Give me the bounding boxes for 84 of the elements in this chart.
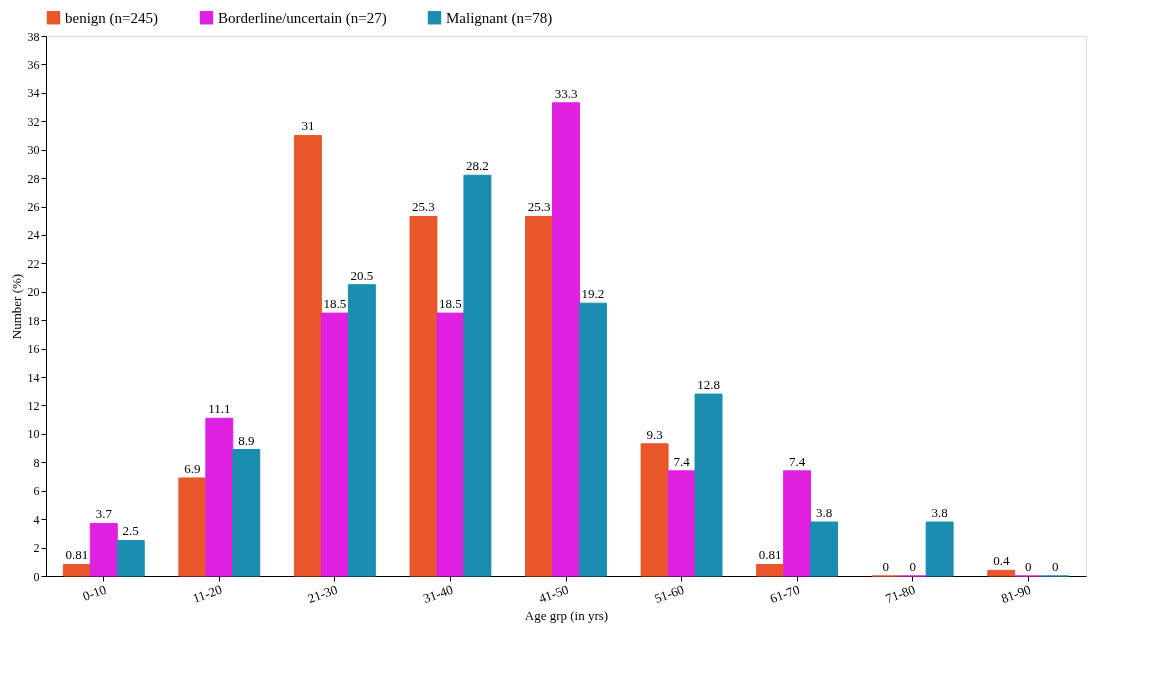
x-tick-label: 11-20 bbox=[190, 581, 224, 606]
y-tick-label: 0 bbox=[33, 569, 40, 584]
y-tick-label: 10 bbox=[27, 427, 40, 442]
y-tick-label: 16 bbox=[27, 342, 40, 357]
y-tick-label: 24 bbox=[27, 228, 40, 243]
y-tick-label: 38 bbox=[27, 29, 40, 44]
y-tick-label: 8 bbox=[33, 455, 40, 470]
bar bbox=[463, 174, 492, 577]
data-label: 0.4 bbox=[993, 553, 1010, 569]
bar bbox=[925, 521, 954, 577]
data-label: 6.9 bbox=[184, 460, 201, 476]
y-tick-label: 28 bbox=[27, 171, 40, 186]
bar bbox=[347, 284, 376, 577]
data-label: 3.7 bbox=[95, 506, 113, 522]
bar bbox=[552, 102, 580, 577]
y-tick-label: 22 bbox=[27, 256, 40, 271]
bar bbox=[694, 393, 723, 577]
y-tick-label: 14 bbox=[27, 370, 40, 385]
data-label: 3.8 bbox=[815, 505, 833, 520]
data-label: 12.8 bbox=[697, 377, 720, 393]
data-label: 0.81 bbox=[65, 547, 89, 563]
y-tick-label: 30 bbox=[27, 143, 40, 158]
y-tick-label: 6 bbox=[33, 484, 40, 499]
data-label: 25.3 bbox=[527, 199, 551, 215]
y-tick-label: 12 bbox=[27, 398, 40, 413]
data-label: 0 bbox=[1024, 559, 1032, 574]
x-axis-title: Age grp (in yrs) bbox=[524, 608, 609, 624]
bar bbox=[525, 215, 554, 577]
bar bbox=[178, 477, 207, 577]
y-tick-label: 36 bbox=[27, 57, 40, 72]
bar bbox=[409, 215, 438, 577]
x-tick-label: 51-60 bbox=[652, 581, 686, 607]
data-label: 0.81 bbox=[758, 547, 782, 563]
bar bbox=[205, 417, 234, 577]
data-label: 0 bbox=[909, 559, 916, 574]
y-tick-label: 26 bbox=[27, 200, 40, 215]
legend-label: Borderline/uncertain (n=27) bbox=[218, 9, 387, 27]
bar bbox=[756, 563, 785, 577]
legend-label: Malignant (n=78) bbox=[446, 9, 553, 27]
x-tick-label: 31-40 bbox=[421, 581, 455, 607]
data-label: 7.4 bbox=[673, 453, 691, 469]
x-tick-label: 61-70 bbox=[767, 581, 802, 607]
data-label: 9.3 bbox=[646, 426, 663, 442]
bar bbox=[640, 443, 669, 577]
y-tick-label: 32 bbox=[27, 114, 40, 129]
bar bbox=[320, 312, 349, 577]
x-tick-label: 21-30 bbox=[305, 581, 340, 607]
data-label: 11.1 bbox=[208, 401, 231, 417]
y-tick-label: 4 bbox=[33, 512, 40, 527]
y-tick-label: 34 bbox=[27, 86, 40, 101]
data-label: 20.5 bbox=[350, 267, 374, 283]
data-label: 28.2 bbox=[466, 158, 489, 174]
x-tick-label: 41-50 bbox=[536, 581, 571, 607]
data-label: 19.2 bbox=[581, 286, 605, 302]
bar bbox=[436, 312, 465, 577]
bar bbox=[810, 521, 839, 577]
data-label: 7.4 bbox=[788, 453, 806, 469]
data-label: 33.3 bbox=[554, 85, 578, 101]
data-label: 8.9 bbox=[238, 432, 255, 448]
bar bbox=[89, 522, 118, 577]
bar bbox=[232, 449, 261, 577]
bar bbox=[116, 539, 145, 577]
data-label: 31 bbox=[301, 118, 315, 134]
legend-label: benign (n=245) bbox=[65, 9, 159, 27]
bar bbox=[667, 470, 696, 577]
data-label: 0 bbox=[1051, 559, 1059, 574]
bar bbox=[578, 302, 607, 577]
x-tick-label: 71-80 bbox=[883, 581, 918, 607]
bar bbox=[62, 563, 91, 577]
bar bbox=[293, 134, 322, 577]
y-tick-label: 2 bbox=[33, 541, 40, 556]
data-label: 18.5 bbox=[439, 296, 462, 312]
data-label: 3.8 bbox=[931, 505, 948, 520]
data-label: 2.5 bbox=[122, 523, 139, 539]
bar bbox=[783, 470, 812, 577]
data-label: 18.5 bbox=[323, 296, 347, 312]
y-tick-label: 20 bbox=[27, 285, 40, 300]
data-label: 0 bbox=[882, 559, 889, 574]
x-tick-label: 0-10 bbox=[80, 581, 109, 604]
bar bbox=[987, 569, 1016, 577]
y-axis-title: Number (%) bbox=[8, 273, 24, 340]
y-tick-label: 18 bbox=[27, 313, 40, 328]
x-tick-label: 81-90 bbox=[999, 581, 1033, 607]
data-label: 25.3 bbox=[412, 199, 435, 215]
